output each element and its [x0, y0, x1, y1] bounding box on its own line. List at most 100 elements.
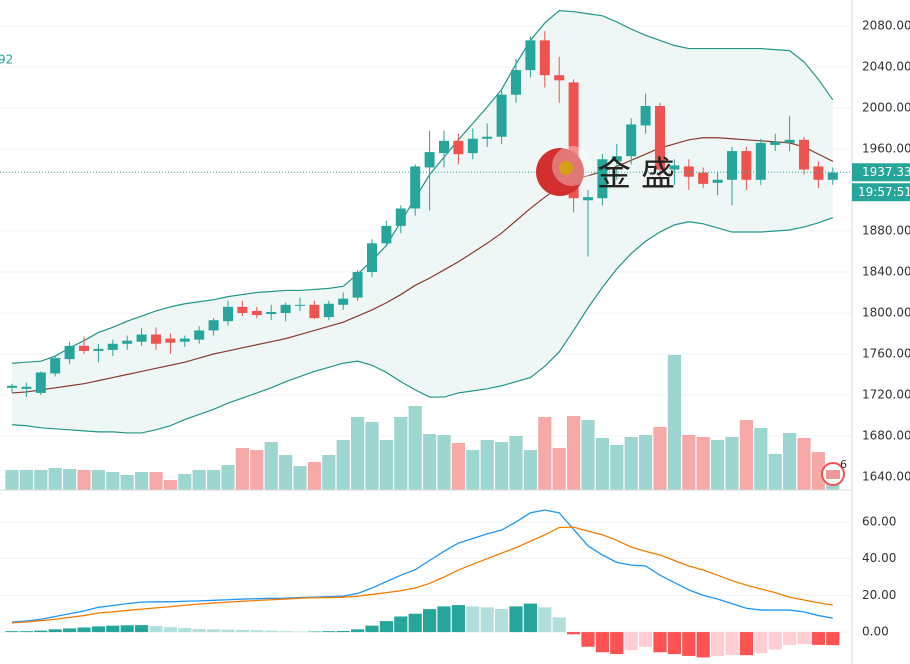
volume-bar [754, 428, 768, 490]
band-line [11, 10, 834, 364]
y-tick-label: 1760.00 [862, 346, 910, 360]
histogram-bar [48, 629, 62, 633]
candle-body [165, 338, 176, 343]
histogram-bar [120, 625, 134, 633]
band-line [11, 137, 834, 394]
volume-bar [120, 475, 134, 490]
candle-body [439, 140, 449, 154]
volume-bar [322, 455, 336, 490]
volume-bar [711, 440, 725, 490]
y-tick-label: 1680.00 [862, 428, 910, 442]
histogram-bar [192, 628, 206, 633]
histogram-bar [250, 630, 264, 633]
volume-bar [5, 470, 19, 490]
volume-bar [365, 422, 379, 490]
histogram-bar [423, 609, 437, 633]
volume-bar [581, 420, 595, 490]
candle-body [251, 310, 262, 316]
histogram-bar [77, 627, 91, 633]
histogram-bar [19, 631, 33, 633]
volume-bar [336, 440, 350, 490]
histogram-bar [797, 632, 811, 644]
volume-bar [653, 427, 667, 490]
candle-body [266, 311, 277, 315]
histogram-bar [783, 632, 797, 645]
candle-body [280, 304, 291, 314]
y-tick-label: 0.00 [862, 625, 889, 639]
volume-bar [509, 436, 523, 490]
volume-bar [221, 465, 235, 490]
candle-body [799, 139, 809, 170]
candle-body [323, 303, 334, 318]
candle-body [122, 340, 133, 344]
logo-circle [536, 148, 584, 196]
volume-bar [451, 443, 465, 490]
histogram-bar [451, 605, 465, 633]
volume-bar [178, 474, 192, 490]
volume-bar [279, 455, 293, 490]
candle-body [568, 82, 579, 199]
volume-bar [667, 355, 681, 490]
volume-bar [768, 454, 782, 490]
candle-body [698, 172, 709, 184]
y-tick-label: 1960.00 [862, 142, 910, 156]
histogram-bar [279, 631, 293, 633]
histogram-bar [682, 632, 696, 656]
candle-body [107, 343, 118, 350]
histogram-bar [221, 629, 235, 633]
candle-body [554, 75, 565, 81]
candle-body [151, 334, 161, 344]
volume-bar [682, 435, 696, 490]
candle-body [21, 386, 32, 389]
histogram-bar [336, 630, 350, 633]
candle-body [424, 152, 435, 168]
candle-body [683, 166, 694, 177]
histogram-bar [581, 632, 595, 647]
volume-bar [394, 417, 408, 490]
candle-body [237, 306, 248, 314]
volume-bar [437, 435, 451, 490]
candle-body [136, 334, 147, 342]
logo-text: 金盛 [597, 155, 685, 195]
candle-body [827, 172, 838, 180]
volume-bar [192, 470, 206, 490]
histogram-bar [768, 632, 782, 650]
y-tick-label: 2000.00 [862, 101, 910, 115]
volume-bar [610, 445, 624, 490]
band-fill [12, 10, 833, 433]
candle-body [79, 345, 89, 351]
histogram-bar [480, 607, 494, 633]
candle-body [179, 338, 190, 342]
candle-body [813, 166, 824, 180]
candle-body [410, 166, 421, 209]
candle-body [669, 165, 680, 170]
event-marker: 6 [821, 458, 847, 486]
volume-bar [797, 438, 811, 490]
y-tick-label: 2040.00 [862, 60, 910, 74]
candle-body [583, 197, 593, 201]
candle-body [741, 151, 752, 180]
macd-line [11, 509, 833, 623]
volume-bar [293, 466, 307, 490]
histogram-bar [408, 613, 422, 633]
volume-bar [149, 472, 163, 490]
volume-bar [523, 450, 537, 490]
volume-bar [495, 442, 509, 490]
histogram-bar [34, 630, 48, 633]
histogram-bar [610, 632, 624, 655]
volume-bar [783, 433, 797, 490]
candle-body [525, 40, 536, 71]
candle-body [50, 358, 61, 374]
volume-bar [163, 480, 177, 490]
candle-body [467, 138, 478, 154]
candle-body [352, 272, 363, 298]
price-label-box [852, 163, 910, 182]
histogram-bar [711, 632, 725, 656]
event-flag [826, 470, 840, 479]
volume-bar [408, 406, 422, 490]
histogram-bar [811, 632, 825, 645]
volume-bar [19, 470, 33, 490]
histogram-bar [567, 632, 581, 635]
histogram-bar [351, 629, 365, 633]
volume-bar [135, 472, 149, 490]
